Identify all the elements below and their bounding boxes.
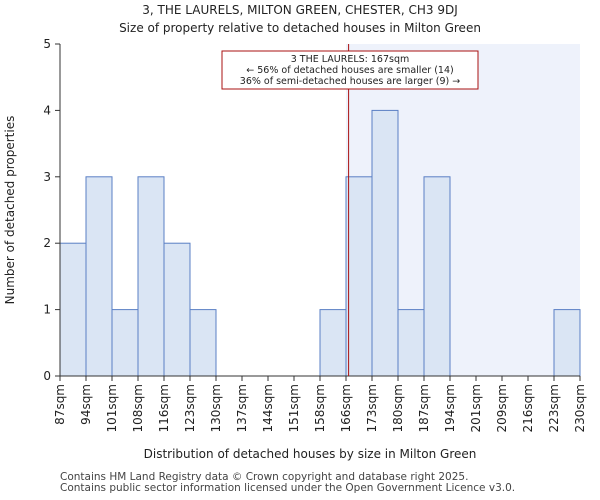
bar — [397, 309, 425, 377]
annotation-line-2: ← 56% of detached houses are smaller (14… — [246, 65, 453, 76]
bar — [163, 242, 191, 377]
x-tick-label: 116sqm — [157, 384, 171, 432]
x-axis-label: Distribution of detached houses by size … — [144, 447, 477, 461]
annotation-line-1: 3 THE LAURELS: 167sqm — [291, 54, 410, 65]
chart-title: 3, THE LAURELS, MILTON GREEN, CHESTER, C… — [142, 3, 457, 17]
x-tick-label: 187sqm — [417, 384, 431, 432]
bar — [111, 309, 139, 377]
x-tick-label: 151sqm — [287, 384, 301, 432]
x-tick-label: 87sqm — [53, 384, 67, 425]
footer: Contains HM Land Registry data © Crown c… — [60, 472, 515, 494]
x-tick-label: 209sqm — [495, 384, 509, 432]
annotation-line-3: 36% of semi-detached houses are larger (… — [240, 76, 460, 87]
bar — [319, 309, 347, 377]
y-tick-label: 4 — [43, 103, 51, 117]
bar — [371, 109, 399, 377]
bar — [137, 176, 165, 377]
x-tick-label: 173sqm — [365, 384, 379, 432]
x-tick-label: 123sqm — [183, 384, 197, 432]
footer-line-2: Contains public sector information licen… — [60, 482, 516, 494]
annotation-box — [221, 50, 479, 90]
bar — [59, 242, 87, 377]
x-tick-label: 137sqm — [235, 384, 249, 432]
bar — [85, 176, 113, 377]
x-tick-label: 216sqm — [521, 384, 535, 432]
chart-subtitle: Size of property relative to detached ho… — [119, 21, 481, 35]
x-tick-label: 230sqm — [573, 384, 587, 432]
x-tick-label: 158sqm — [313, 384, 327, 432]
bar — [345, 176, 373, 377]
x-tick-label: 180sqm — [391, 384, 405, 432]
x-tick-label: 194sqm — [443, 384, 457, 432]
bar — [553, 309, 581, 377]
y-axis-label: Number of detached properties — [3, 116, 17, 305]
y-tick-label: 1 — [43, 303, 51, 317]
x-tick-label: 108sqm — [131, 384, 145, 432]
y-tick-label: 0 — [43, 369, 51, 383]
x-tick-label: 223sqm — [547, 384, 561, 432]
y-tick-label: 3 — [43, 170, 51, 184]
x-tick-label: 201sqm — [469, 384, 483, 432]
x-tick-label: 94sqm — [79, 384, 93, 425]
x-tick-label: 166sqm — [339, 384, 353, 432]
x-tick-label: 101sqm — [105, 384, 119, 432]
plot-area: 0 1 2 3 4 5 87sqm 94sqm 101sqm 108sqm 116sqm 123sqm… — [43, 37, 587, 432]
bar — [189, 309, 217, 377]
y-tick-label: 2 — [43, 236, 51, 250]
y-tick-label: 5 — [43, 37, 51, 51]
bar — [423, 176, 451, 377]
footer-line-1: Contains HM Land Registry data © Crown c… — [60, 471, 469, 483]
x-tick-label: 144sqm — [261, 384, 275, 432]
x-tick-label: 130sqm — [209, 384, 223, 432]
